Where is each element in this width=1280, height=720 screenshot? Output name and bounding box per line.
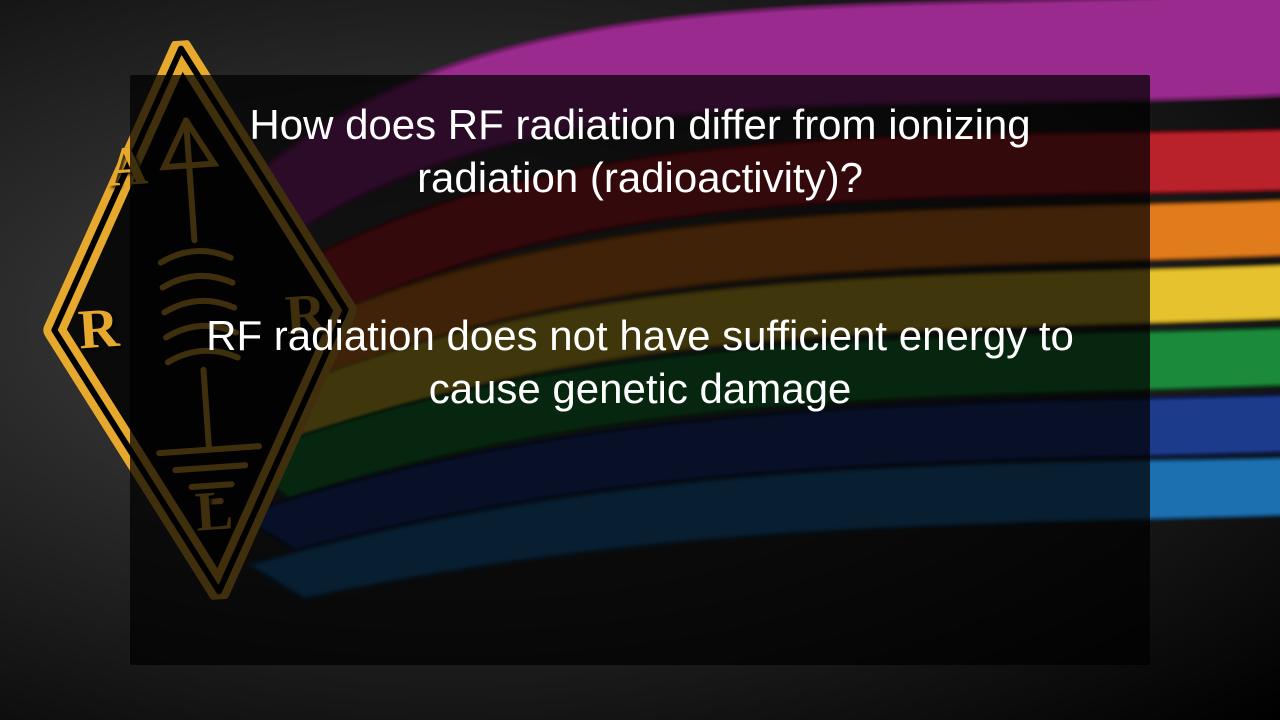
badge-letter-r1: R: [76, 296, 121, 363]
question-text: How does RF radiation differ from ionizi…: [130, 99, 1150, 204]
slide-stage: A R R L How does RF radiation differ fro…: [0, 0, 1280, 720]
answer-text: RF radiation does not have sufficient en…: [130, 310, 1150, 415]
content-panel: How does RF radiation differ from ionizi…: [130, 75, 1150, 665]
